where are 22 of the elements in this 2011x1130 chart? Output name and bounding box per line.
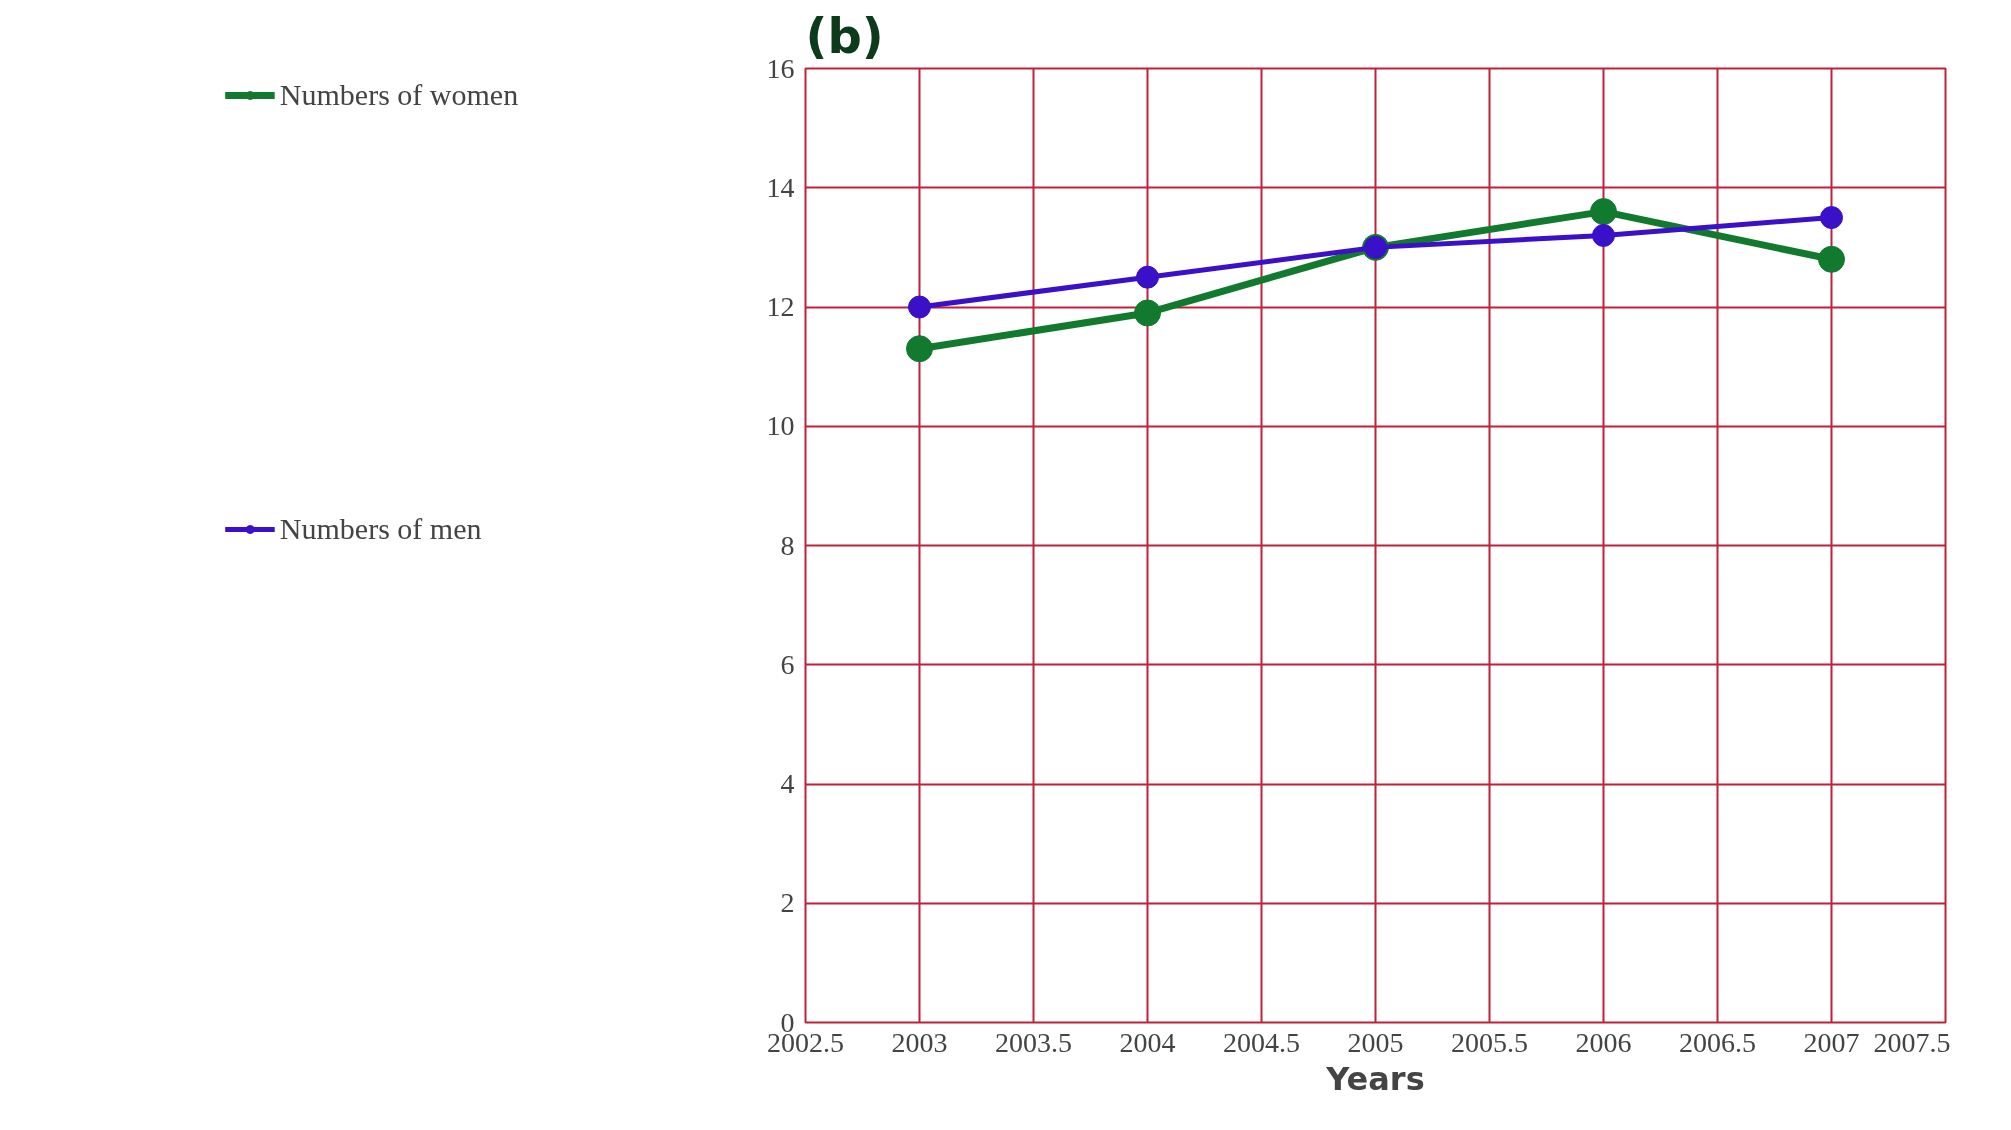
y-tick-label: 14 [766, 171, 795, 203]
y-tick-label: 6 [780, 648, 795, 680]
y-tick-label: 8 [780, 529, 795, 561]
x-tick-label: 2005 [1347, 1026, 1404, 1058]
x-tick-label: 2005.5 [1451, 1026, 1528, 1058]
y-tick-label: 16 [766, 52, 795, 84]
x-tick-label: 2007 [1803, 1026, 1860, 1058]
x-tick-label: 2004.5 [1223, 1026, 1300, 1058]
y-tick-label: 4 [780, 768, 795, 799]
chart-title: (b) [805, 7, 884, 64]
x-tick-label: 2006 [1575, 1026, 1632, 1058]
legend-label: Numbers of men [279, 512, 482, 546]
y-tick-label: 2 [780, 887, 795, 919]
legend-label: Numbers of women [279, 78, 519, 112]
x-axis-title: Years [1325, 1059, 1425, 1098]
x-tick-label: 2003 [891, 1026, 948, 1058]
x-tick-label: 2007.5 [1873, 1026, 1951, 1058]
x-tick-label: 2004 [1119, 1026, 1176, 1058]
y-tick-label: 12 [766, 291, 795, 322]
x-tick-label: 2006.5 [1679, 1026, 1756, 1058]
x-tick-label: 2003.5 [995, 1026, 1072, 1058]
y-tick-label: 10 [766, 410, 795, 442]
